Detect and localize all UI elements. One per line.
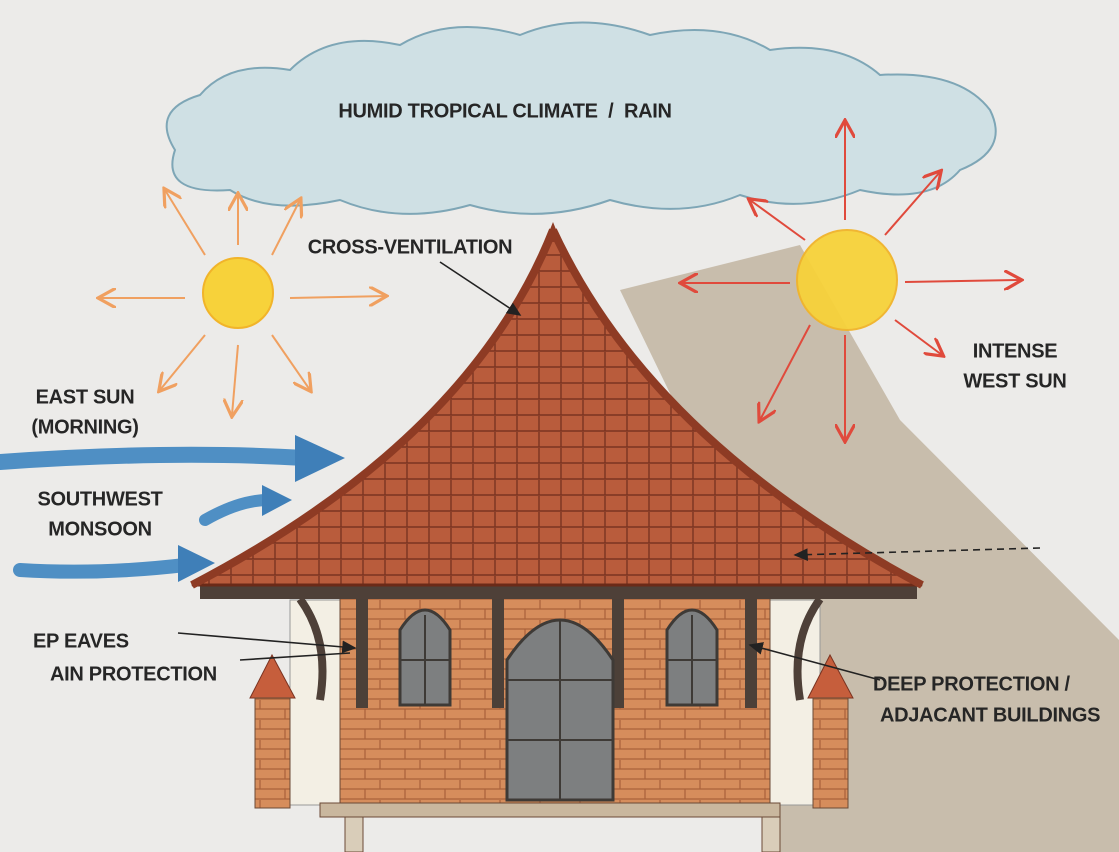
illustration: HUMID TROPICAL CLIMATE / RAIN CROSS-VENT… — [0, 0, 1119, 852]
monsoon-label: MONSOON — [48, 518, 151, 540]
base — [345, 817, 363, 852]
ventilation-label: CROSS-VENTILATION — [308, 236, 513, 258]
protection-label: DEEP PROTECTION / — [873, 673, 1071, 695]
east-sun-label: EAST SUN — [36, 386, 135, 408]
protection-label: ADJACANT BUILDINGS — [880, 704, 1100, 726]
eaves-label: EP EAVES — [33, 630, 129, 652]
west-sun — [797, 230, 897, 330]
monsoon-label: SOUTHWEST — [37, 488, 162, 510]
east-sun — [203, 258, 273, 328]
eaves-label: AIN PROTECTION — [50, 663, 217, 685]
base — [320, 803, 780, 817]
west-sun-label: INTENSE — [973, 340, 1058, 362]
base — [762, 817, 780, 852]
finial — [545, 222, 561, 242]
climate-label: HUMID TROPICAL CLIMATE / RAIN — [338, 100, 671, 122]
west-sun-label: WEST SUN — [963, 370, 1066, 392]
east-sun-label: (MORNING) — [31, 416, 138, 438]
pointer — [440, 262, 520, 315]
